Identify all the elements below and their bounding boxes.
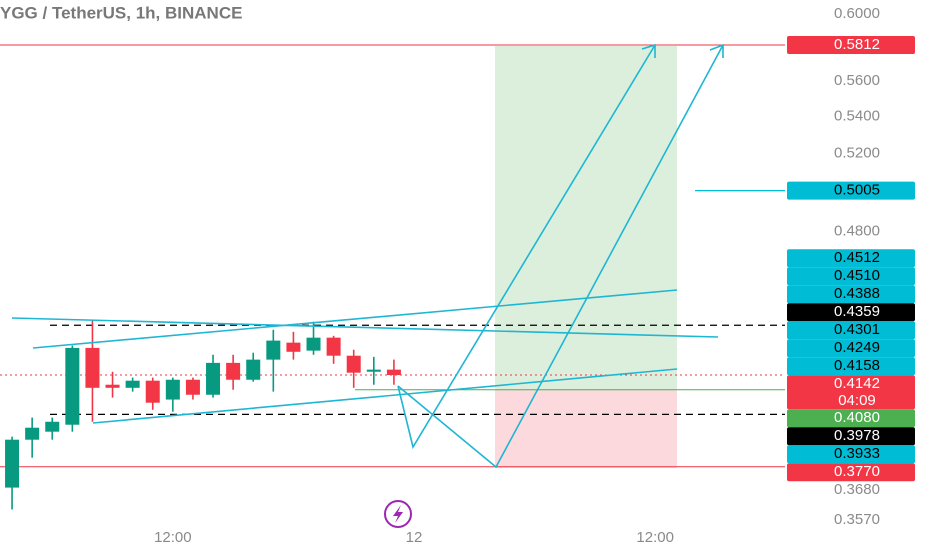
candle-body	[85, 347, 100, 388]
candle-body	[5, 439, 20, 488]
candle-body	[306, 337, 321, 351]
y-tick-label: 0.5600	[834, 72, 880, 89]
candle-body	[185, 379, 200, 395]
trend-line	[11, 317, 719, 338]
price-label-box	[787, 321, 915, 340]
candle-body	[25, 427, 40, 440]
profit-zone	[495, 46, 677, 390]
candles	[5, 319, 401, 510]
price-label-box	[787, 409, 915, 428]
icon-bolt[interactable]	[393, 505, 403, 523]
price-label-box	[787, 249, 915, 268]
price-label-box	[787, 375, 915, 410]
price-label: 0.4080	[834, 409, 880, 426]
price-label-box	[787, 357, 915, 376]
price-label-box	[787, 445, 915, 464]
forecast-arrow	[397, 44, 656, 450]
candle-body	[206, 362, 221, 395]
price-label: 0.4359	[834, 303, 880, 320]
candle-body	[165, 379, 180, 400]
price-label: 0.4510	[834, 267, 880, 284]
trend-line	[32, 289, 678, 349]
price-label-box	[787, 339, 915, 358]
chart-title: YGG / TetherUS, 1h, BINANCE	[0, 3, 242, 22]
drawings	[11, 43, 724, 469]
y-tick-label: 0.5400	[834, 108, 880, 125]
y-tick-label: 0.4800	[834, 222, 880, 239]
price-label-box	[787, 303, 915, 322]
price-label: 0.3978	[834, 427, 880, 444]
arrow-head	[709, 43, 724, 58]
candle-body	[246, 359, 261, 380]
price-label: 0.3933	[834, 445, 880, 462]
candle-body	[226, 362, 241, 380]
price-label-box	[787, 285, 915, 304]
x-tick-label: 12	[406, 529, 423, 546]
price-label: 0.4301	[834, 321, 880, 338]
price-label-box	[787, 427, 915, 446]
y-tick-label: 0.3680	[834, 481, 880, 498]
price-label: 0.3770	[834, 463, 880, 480]
price-label: 0.4512	[834, 249, 880, 266]
candle-body	[346, 355, 361, 373]
replay-icon[interactable]	[384, 500, 412, 528]
candle-body	[286, 342, 301, 352]
candle-body	[125, 380, 140, 388]
candle-body	[386, 369, 401, 376]
price-label: 0.4142	[834, 375, 880, 392]
x-tick-label: 12:00	[636, 529, 674, 546]
price-label-box	[787, 267, 915, 286]
trend-line	[92, 368, 678, 424]
candle-body	[105, 384, 120, 388]
candle-body	[65, 347, 80, 425]
loss-zone	[495, 390, 677, 468]
price-label: 0.4388	[834, 285, 880, 302]
arrow-head	[641, 43, 656, 58]
candle-body	[326, 337, 341, 356]
price-label: 0.5005	[834, 182, 880, 199]
price-label: 0.4158	[834, 357, 880, 374]
x-tick-label: 12:00	[154, 529, 192, 546]
candle-body	[366, 369, 381, 372]
forecast-arrow	[397, 44, 724, 469]
y-tick-label: 0.5200	[834, 144, 880, 161]
price-label-box	[787, 463, 915, 482]
candle-body	[45, 421, 60, 432]
y-tick-label: 0.3570	[834, 511, 880, 528]
y-tick-label: 0.6000	[834, 5, 880, 22]
price-label-box	[787, 36, 915, 55]
candle-body	[266, 340, 281, 360]
candle-body	[145, 380, 160, 403]
price-label: 0.4249	[834, 339, 880, 356]
countdown-label: 04:09	[838, 392, 876, 409]
price-label: 0.5812	[834, 36, 880, 53]
price-label-box	[787, 181, 915, 200]
